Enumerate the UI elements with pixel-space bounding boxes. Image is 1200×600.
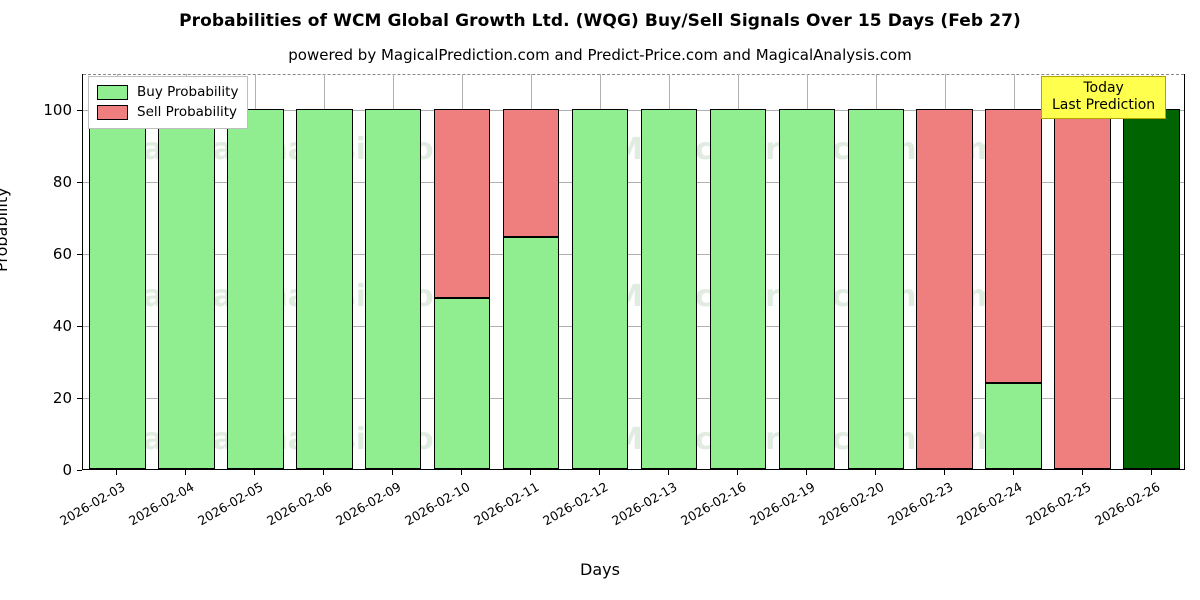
y-tick-mark bbox=[77, 398, 82, 399]
bar-2026-02-20[interactable] bbox=[847, 73, 905, 469]
bar-2026-02-05[interactable] bbox=[227, 73, 284, 469]
bar-2026-02-03[interactable] bbox=[89, 73, 146, 469]
x-axis-label: Days bbox=[580, 560, 620, 579]
legend-swatch-sell bbox=[97, 104, 128, 120]
x-tick-mark bbox=[1012, 470, 1014, 475]
gridline-horizontal bbox=[83, 182, 1184, 183]
chart-legend: Buy Probability Sell Probability bbox=[88, 76, 249, 129]
legend-item-sell: Sell Probability bbox=[97, 102, 238, 122]
y-axis-label: Probability bbox=[0, 187, 11, 272]
x-tick-mark bbox=[254, 470, 256, 475]
x-tick-mark bbox=[805, 470, 807, 475]
today-callout-line1: Today bbox=[1083, 80, 1124, 96]
bar-segment-today bbox=[1123, 109, 1180, 469]
x-tick-mark bbox=[1150, 470, 1152, 475]
legend-label-sell: Sell Probability bbox=[137, 104, 238, 120]
bar-2026-02-16[interactable] bbox=[709, 73, 767, 469]
bar-2026-02-19[interactable] bbox=[778, 73, 836, 469]
gridline-horizontal bbox=[83, 110, 1184, 111]
legend-item-buy: Buy Probability bbox=[97, 82, 238, 102]
bar-segment-buy bbox=[847, 109, 905, 469]
legend-label-buy: Buy Probability bbox=[137, 84, 239, 100]
bar-2026-02-11[interactable] bbox=[502, 73, 560, 469]
x-tick-mark bbox=[943, 470, 945, 475]
bar-segment-buy bbox=[709, 109, 767, 469]
bar-segment-buy bbox=[227, 109, 284, 469]
reference-line bbox=[83, 74, 1184, 75]
bar-segment-buy bbox=[778, 109, 836, 469]
bar-2026-02-26[interactable] bbox=[1123, 73, 1180, 469]
bar-segment-buy bbox=[502, 236, 560, 469]
x-tick-mark bbox=[736, 470, 738, 475]
chart-title: Probabilities of WCM Global Growth Ltd. … bbox=[179, 11, 1021, 31]
y-tick-mark bbox=[77, 110, 82, 111]
y-tick-mark bbox=[77, 326, 82, 327]
y-tick-label: 0 bbox=[62, 461, 72, 479]
bar-segment-buy bbox=[89, 109, 146, 469]
bar-2026-02-10[interactable] bbox=[433, 73, 491, 469]
x-tick-mark bbox=[599, 470, 601, 475]
x-tick-mark bbox=[392, 470, 394, 475]
bar-segment-buy bbox=[433, 298, 491, 469]
y-tick-mark bbox=[77, 470, 82, 471]
x-tick-mark bbox=[116, 470, 118, 475]
bar-segment-buy bbox=[158, 109, 215, 469]
bar-segment-buy bbox=[364, 109, 422, 469]
x-tick-mark bbox=[667, 470, 669, 475]
gridline-horizontal bbox=[83, 326, 1184, 327]
bar-segment-sell bbox=[985, 109, 1042, 383]
plot-area: MagicalAnalysis.comMagicalPrediction.com… bbox=[82, 74, 1185, 470]
y-tick-mark bbox=[77, 254, 82, 255]
y-tick-label: 20 bbox=[52, 389, 72, 407]
x-tick-mark bbox=[530, 470, 532, 475]
bar-segment-buy bbox=[296, 109, 353, 469]
legend-swatch-buy bbox=[97, 84, 128, 100]
y-tick-label: 60 bbox=[52, 245, 72, 263]
chart-subtitle: powered by MagicalPrediction.com and Pre… bbox=[288, 46, 912, 64]
bar-2026-02-04[interactable] bbox=[158, 73, 215, 469]
y-tick-label: 40 bbox=[52, 317, 72, 335]
bar-segment-sell bbox=[502, 109, 560, 237]
x-tick-mark bbox=[874, 470, 876, 475]
bar-2026-02-25[interactable] bbox=[1054, 73, 1111, 469]
x-tick-mark bbox=[185, 470, 187, 475]
x-tick-mark bbox=[1081, 470, 1083, 475]
gridline-horizontal bbox=[83, 398, 1184, 399]
bar-segment-buy bbox=[571, 109, 629, 469]
today-last-prediction-callout: Today Last Prediction bbox=[1041, 76, 1167, 119]
today-callout-line2: Last Prediction bbox=[1052, 97, 1156, 113]
bar-2026-02-12[interactable] bbox=[571, 73, 629, 469]
bar-segment-buy bbox=[985, 382, 1042, 469]
bar-segment-sell bbox=[1054, 109, 1111, 469]
x-tick-mark bbox=[323, 470, 325, 475]
y-tick-mark bbox=[77, 182, 82, 183]
bar-2026-02-13[interactable] bbox=[640, 73, 698, 469]
gridline-horizontal bbox=[83, 254, 1184, 255]
bar-segment-sell bbox=[433, 109, 491, 298]
bar-2026-02-06[interactable] bbox=[296, 73, 353, 469]
bar-2026-02-23[interactable] bbox=[916, 73, 973, 469]
bar-segment-buy bbox=[640, 109, 698, 469]
x-tick-mark bbox=[461, 470, 463, 475]
y-tick-label: 80 bbox=[52, 173, 72, 191]
bar-2026-02-24[interactable] bbox=[985, 73, 1042, 469]
y-tick-label: 100 bbox=[43, 101, 72, 119]
bar-2026-02-09[interactable] bbox=[364, 73, 422, 469]
bar-segment-sell bbox=[916, 109, 973, 469]
